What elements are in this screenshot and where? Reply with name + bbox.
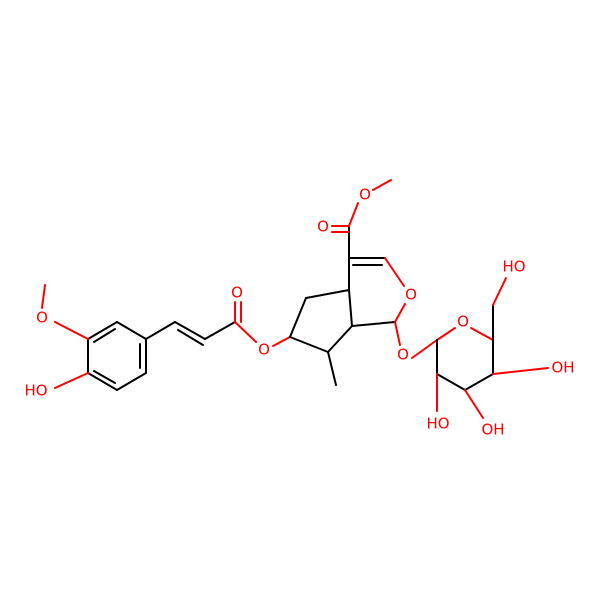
atom-label: O: [258, 341, 270, 359]
atom-label: OH: [481, 421, 504, 439]
atom-label: O: [36, 309, 48, 327]
atom-label: OH: [551, 359, 574, 377]
atom-label: O: [457, 313, 469, 331]
atom-label: O: [231, 284, 243, 302]
atom-label: O: [397, 346, 409, 364]
atom-label: O: [359, 186, 371, 204]
atom-label: O: [405, 286, 417, 304]
atom-label: HO: [502, 258, 525, 276]
atom-label: O: [317, 218, 329, 236]
bonds: [41, 179, 549, 419]
atom-labels: O O O O O O O HO OH OH HO O HO: [24, 186, 574, 439]
atom-label: HO: [24, 382, 47, 400]
atom-label: HO: [426, 415, 449, 433]
